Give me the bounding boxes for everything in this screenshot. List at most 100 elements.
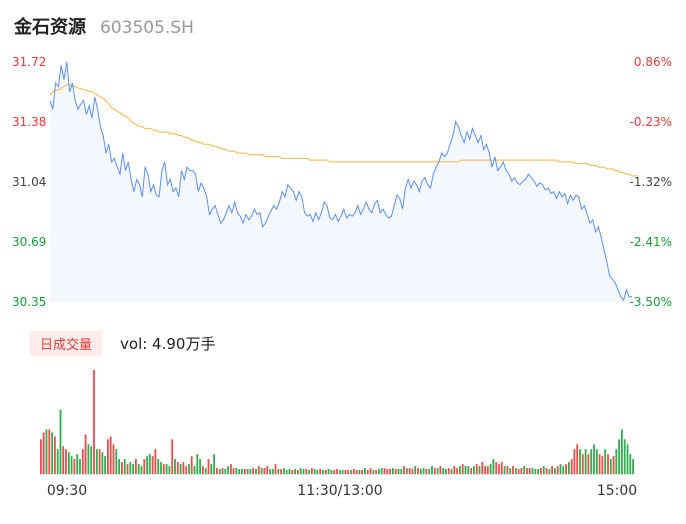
volume-bar xyxy=(584,449,587,474)
volume-bar xyxy=(157,459,160,474)
volume-bar xyxy=(405,468,408,474)
volume-bar xyxy=(436,468,439,474)
volume-bar xyxy=(445,469,447,474)
stock-header: 金石资源 603505.SH xyxy=(14,13,194,39)
volume-bar xyxy=(311,468,313,474)
volume-bar xyxy=(76,454,79,474)
volume-bar xyxy=(389,469,391,474)
volume-bar xyxy=(526,468,528,474)
volume-bar xyxy=(579,449,581,474)
volume-bar xyxy=(196,454,199,474)
volume-bar xyxy=(40,439,42,474)
volume-bar xyxy=(568,462,570,474)
volume-bar xyxy=(601,456,604,474)
volume-bar xyxy=(565,464,567,474)
volume-bar xyxy=(218,469,221,474)
volume-bar xyxy=(210,464,213,474)
volume-bar xyxy=(576,444,579,474)
volume-bar xyxy=(528,468,531,474)
volume-bar xyxy=(257,466,260,474)
volume-bar xyxy=(252,468,255,474)
volume-bar xyxy=(470,468,472,474)
volume-bar xyxy=(464,466,467,474)
volume-bar xyxy=(162,464,165,474)
volume-bar xyxy=(115,449,118,474)
volume-bar xyxy=(185,466,188,474)
volume-bar xyxy=(545,468,548,474)
y-tick-right: -1.32% xyxy=(630,175,672,189)
volume-bar xyxy=(481,462,484,474)
volume-bar xyxy=(386,469,389,474)
volume-bar xyxy=(593,444,595,474)
volume-bar xyxy=(378,469,380,474)
price-area xyxy=(50,62,632,302)
volume-bar xyxy=(428,469,431,474)
volume-bar xyxy=(361,470,363,474)
volume-bar xyxy=(439,466,442,474)
volume-bar xyxy=(101,452,104,474)
x-tick-label: 15:00 xyxy=(597,483,637,499)
volume-bar xyxy=(221,468,224,474)
volume-bar xyxy=(54,436,56,474)
volume-bar xyxy=(56,449,59,474)
y-tick-left: 31.04 xyxy=(12,175,46,189)
volume-bar xyxy=(514,468,517,474)
volume-bar xyxy=(467,466,470,474)
volume-bar xyxy=(598,454,601,474)
y-tick-right: -2.41% xyxy=(630,235,672,249)
volume-bar xyxy=(190,456,193,474)
volume-bar xyxy=(227,466,229,474)
x-tick-label: 09:30 xyxy=(47,483,87,499)
volume-bar xyxy=(249,469,252,474)
volume-bar xyxy=(419,469,422,474)
volume-bar xyxy=(355,470,358,474)
volume-bar xyxy=(450,469,453,474)
volume-bar xyxy=(285,470,288,474)
volume-bar xyxy=(587,454,590,474)
volume-bar xyxy=(397,469,400,474)
volume-bar xyxy=(174,459,176,474)
volume-bar xyxy=(461,464,464,474)
volume-bar xyxy=(394,469,397,474)
volume-bar xyxy=(146,456,148,474)
volume-bar xyxy=(93,370,95,474)
price-line xyxy=(49,61,632,302)
volume-bar xyxy=(352,469,355,474)
volume-bar xyxy=(350,470,352,474)
y-tick-right: -3.50% xyxy=(630,295,672,309)
volume-bar xyxy=(171,439,174,474)
volume-bar xyxy=(322,470,324,474)
volume-bar xyxy=(302,469,305,474)
volume-bar xyxy=(51,432,53,474)
volume-bar xyxy=(148,454,151,474)
volume-bar xyxy=(84,434,87,474)
volume-bar xyxy=(338,470,341,474)
volume-bar xyxy=(520,468,523,474)
volume-bar xyxy=(305,469,308,474)
volume-bar xyxy=(612,456,615,474)
volume-bar xyxy=(542,466,545,474)
y-tick-left: 30.69 xyxy=(12,235,46,249)
volume-tag: 日成交量 xyxy=(30,331,103,356)
volume-bar xyxy=(79,459,81,474)
volume-bar xyxy=(473,466,475,474)
volume-bar xyxy=(59,409,62,474)
stock-name: 金石资源 xyxy=(14,17,86,38)
volume-bar xyxy=(137,464,140,474)
volume-bar xyxy=(408,468,411,474)
volume-bar xyxy=(400,469,403,474)
volume-bar xyxy=(484,466,486,474)
volume-bar xyxy=(375,470,377,474)
stock-code: 603505.SH xyxy=(100,18,194,38)
volume-bar xyxy=(48,429,51,474)
volume-bar xyxy=(425,469,428,474)
volume-header: 日成交量 vol: 4.90万手 xyxy=(30,331,215,356)
volume-bar xyxy=(42,432,45,474)
volume-bar xyxy=(129,462,132,474)
volume-bar xyxy=(344,470,347,474)
volume-bar xyxy=(358,470,361,474)
volume-bar xyxy=(199,459,201,474)
volume-bar xyxy=(188,464,190,474)
volume-bar xyxy=(266,466,269,474)
volume-bar xyxy=(621,429,623,474)
